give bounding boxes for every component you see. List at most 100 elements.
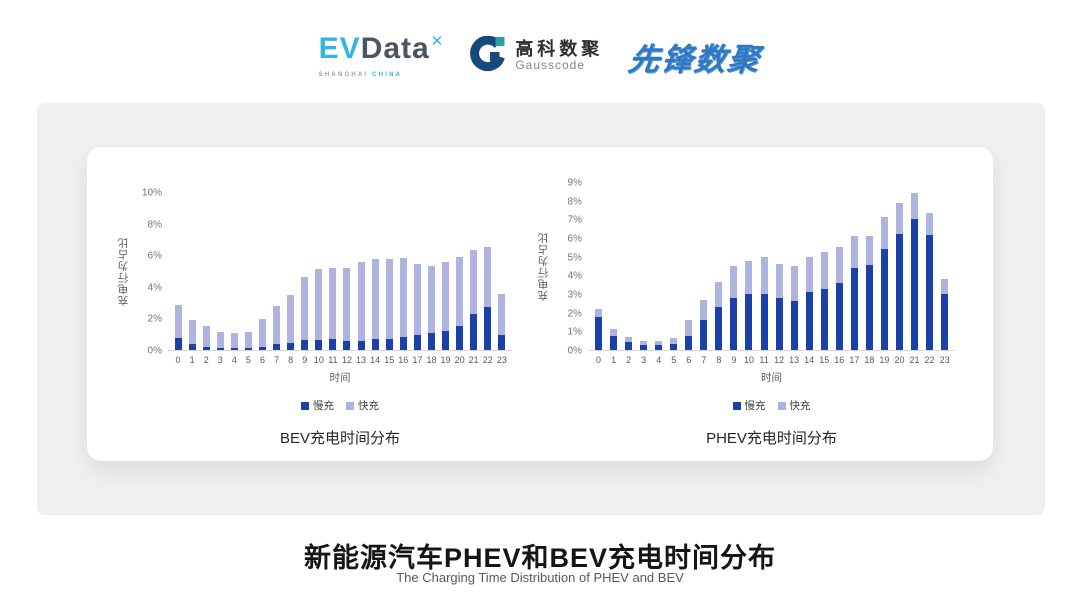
bar-slot xyxy=(877,183,892,350)
x-tick-label: 19 xyxy=(440,355,451,365)
x-tick-label: 23 xyxy=(496,355,507,365)
stacked-bar-hour-11 xyxy=(760,256,768,350)
slow-charge-segment xyxy=(442,331,450,350)
stacked-bar-hour-1 xyxy=(610,328,618,350)
stacked-bar-hour-0 xyxy=(174,304,182,350)
slow-charge-segment xyxy=(484,307,492,350)
slow-charge-segment xyxy=(413,335,421,350)
slow-charge-segment xyxy=(273,344,281,350)
stacked-bar-hour-8 xyxy=(715,281,723,350)
chart-legend: 慢充 快充 xyxy=(168,398,512,413)
x-tick-label: 8 xyxy=(288,355,294,365)
x-tick-label: 5 xyxy=(245,355,251,365)
legend-item: 慢充 xyxy=(732,398,766,413)
x-tick-label: 11 xyxy=(328,355,338,365)
slow-charge-segment xyxy=(820,289,828,350)
fast-charge-segment xyxy=(775,264,783,298)
bar-slot xyxy=(213,193,227,350)
stacked-bar-hour-22 xyxy=(926,212,934,350)
y-tick-label: 0% xyxy=(147,345,162,357)
bar-slot xyxy=(424,193,438,350)
slow-charge-segment xyxy=(895,234,903,350)
bar-slot xyxy=(606,183,621,350)
slow-charge-segment xyxy=(730,297,738,350)
evdata-logo: EVData✕ SHANGHAI CHINA xyxy=(318,32,444,78)
stacked-bar-hour-5 xyxy=(244,331,252,350)
fast-charge-segment xyxy=(685,320,693,336)
bar-slot xyxy=(726,183,741,350)
bar-slot xyxy=(772,183,787,350)
slow-charge-segment xyxy=(371,338,379,350)
fast-charge-segment xyxy=(745,261,753,294)
stacked-bar-hour-16 xyxy=(835,247,843,350)
stacked-bar-hour-19 xyxy=(442,262,450,350)
bar-slot xyxy=(481,193,495,350)
plot-area xyxy=(588,183,955,351)
evdata-china-text: CHINA xyxy=(372,72,403,78)
stacked-bar-hour-12 xyxy=(775,264,783,350)
y-tick-label: 1% xyxy=(567,326,582,338)
slow-charge-segment xyxy=(715,307,723,350)
stacked-bar-hour-4 xyxy=(655,340,663,350)
bar-slot xyxy=(651,183,666,350)
bar-slot xyxy=(410,193,424,350)
x-tick-label: 20 xyxy=(894,355,905,365)
x-tick-label: 19 xyxy=(879,355,890,365)
legend-swatch-icon xyxy=(732,401,741,410)
fast-charge-segment xyxy=(498,293,506,335)
stacked-bar-hour-4 xyxy=(230,333,238,350)
stacked-bar-hour-17 xyxy=(850,236,858,350)
x-tick-label: 22 xyxy=(482,355,493,365)
fast-charge-segment xyxy=(230,333,238,349)
bar-slot xyxy=(802,183,817,350)
y-tick-label: 8% xyxy=(567,196,582,208)
evdata-ev-text: EV xyxy=(318,32,361,65)
slow-charge-segment xyxy=(329,338,337,350)
main-title: 新能源汽车PHEV和BEV充电时间分布 xyxy=(303,543,777,573)
x-tick-label: 7 xyxy=(701,355,707,365)
slow-charge-segment xyxy=(399,337,407,350)
y-tick-label: 10% xyxy=(141,187,162,199)
slow-charge-segment xyxy=(595,317,603,350)
slow-charge-segment xyxy=(640,345,648,350)
y-axis-ticks: 0% 1% 2% 3% 4% 5% 6% 7% 8% 9% xyxy=(546,178,582,357)
stacked-bar-hour-10 xyxy=(315,268,323,350)
x-tick-label: 21 xyxy=(909,355,920,365)
fast-charge-segment xyxy=(640,340,648,346)
legend-label: 快充 xyxy=(789,400,811,412)
x-tick-label: 21 xyxy=(468,355,479,365)
y-tick-label: 4% xyxy=(567,270,582,282)
x-tick-label: 14 xyxy=(804,355,815,365)
fast-charge-segment xyxy=(244,331,252,348)
legend-label: 慢充 xyxy=(313,400,334,412)
logo-row: EVData✕ SHANGHAI CHINA 高科数聚 Gausscode 先锋… xyxy=(0,26,1080,86)
bar-slot xyxy=(832,183,847,350)
bar-slot xyxy=(892,183,907,350)
bar-slot xyxy=(382,193,396,350)
y-tick-label: 3% xyxy=(567,289,582,301)
stacked-bar-hour-2 xyxy=(625,336,633,350)
x-tick-label: 15 xyxy=(819,355,830,365)
bar-slot xyxy=(696,183,711,350)
fast-charge-segment xyxy=(820,252,828,290)
fast-charge-segment xyxy=(730,266,738,298)
x-tick-label: 1 xyxy=(189,355,195,365)
x-tick-label: 0 xyxy=(596,355,602,365)
x-tick-label: 18 xyxy=(426,355,437,365)
bar-slot xyxy=(284,193,298,350)
x-tick-label: 15 xyxy=(384,355,395,365)
chart-legend: 慢充 快充 xyxy=(588,398,955,413)
fast-charge-segment xyxy=(610,328,618,336)
x-tick-label: 1 xyxy=(611,355,617,365)
y-tick-label: 0% xyxy=(567,345,582,357)
legend-label: 快充 xyxy=(358,400,379,412)
fast-charge-segment xyxy=(427,266,435,333)
fast-charge-segment xyxy=(301,277,309,340)
bar-slot xyxy=(621,183,636,350)
stacked-bar-hour-16 xyxy=(399,258,407,350)
legend-swatch-icon xyxy=(301,401,309,410)
slow-charge-segment xyxy=(216,348,224,350)
stacked-bar-hour-13 xyxy=(790,266,798,350)
slow-charge-segment xyxy=(315,339,323,350)
y-axis-ticks: 0% 2% 4% 6% 8% 10% xyxy=(126,188,162,357)
